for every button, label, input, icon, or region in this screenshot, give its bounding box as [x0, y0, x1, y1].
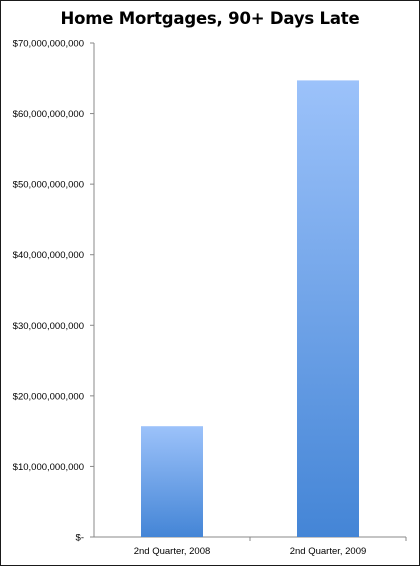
x-tick-label: 2nd Quarter, 2008: [134, 546, 211, 557]
y-tick-label: $60,000,000,000: [13, 109, 84, 120]
bar: [141, 426, 203, 537]
y-tick-label: $10,000,000,000: [13, 462, 84, 473]
bar: [297, 80, 359, 537]
y-tick-label: $70,000,000,000: [13, 39, 84, 50]
y-tick-label: $40,000,000,000: [13, 250, 84, 261]
x-axis-labels: 2nd Quarter, 2008 2nd Quarter, 2009: [134, 537, 407, 557]
y-tick-label: $-: [76, 533, 84, 544]
bars: [141, 80, 359, 541]
chart-title: Home Mortgages, 90+ Days Late: [60, 9, 360, 28]
axes: [93, 43, 406, 538]
x-tick-label: 2nd Quarter, 2009: [290, 546, 367, 557]
y-tick-label: $30,000,000,000: [13, 321, 84, 332]
y-axis-ticks: $- $10,000,000,000 $20,000,000,000 $30,000,…: [13, 39, 94, 544]
y-tick-label: $50,000,000,000: [13, 180, 84, 191]
y-tick-label: $20,000,000,000: [13, 391, 84, 402]
